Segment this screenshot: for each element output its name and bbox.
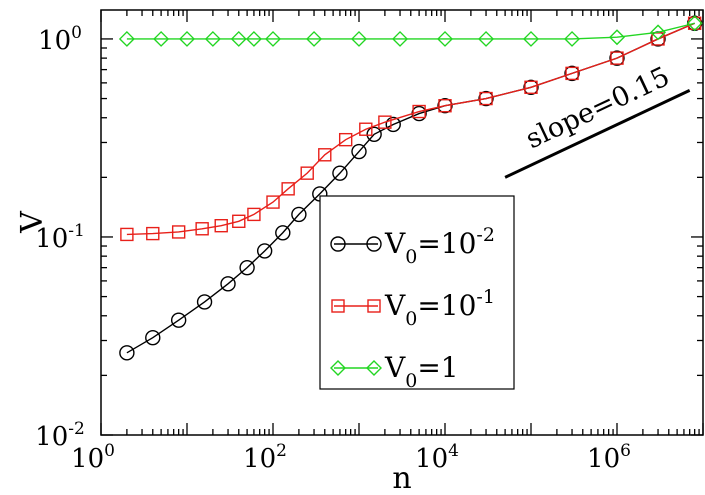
data-point bbox=[392, 30, 409, 47]
data-point bbox=[195, 222, 209, 236]
data-point bbox=[359, 122, 373, 136]
data-point bbox=[523, 30, 539, 47]
data-point bbox=[318, 148, 332, 162]
data-point bbox=[118, 30, 135, 47]
data-point bbox=[247, 207, 261, 222]
x-axis-label: n bbox=[392, 461, 411, 495]
legend-marker bbox=[366, 236, 382, 252]
data-point bbox=[523, 79, 539, 95]
legend-entry: V0=10-1 bbox=[331, 286, 495, 330]
series-square bbox=[120, 16, 702, 242]
legend-marker bbox=[330, 236, 346, 252]
data-point bbox=[204, 30, 221, 47]
data-point bbox=[564, 30, 581, 47]
data-point bbox=[412, 104, 426, 119]
data-point bbox=[232, 214, 246, 228]
data-point bbox=[245, 30, 262, 47]
data-point bbox=[479, 91, 493, 106]
data-point bbox=[265, 30, 281, 47]
data-point bbox=[366, 126, 382, 142]
data-point bbox=[687, 16, 702, 30]
data-point bbox=[385, 116, 401, 133]
data-point bbox=[256, 243, 273, 259]
x-tick-label: 106 bbox=[587, 441, 631, 474]
legend-marker bbox=[366, 360, 382, 376]
legend-label: V0=1 bbox=[384, 351, 459, 392]
series-line bbox=[126, 22, 695, 236]
data-point bbox=[378, 115, 392, 129]
data-point bbox=[650, 24, 667, 41]
data-point bbox=[300, 166, 314, 180]
y-tick-label: 10-2 bbox=[35, 419, 85, 452]
data-point bbox=[230, 30, 247, 47]
slope-line bbox=[504, 88, 691, 179]
legend: V0=10-2 V0=10-1 V0=1 bbox=[319, 195, 515, 392]
series-diamond bbox=[118, 15, 703, 47]
data-point bbox=[351, 143, 367, 160]
data-point bbox=[214, 219, 228, 233]
data-point bbox=[609, 50, 625, 66]
data-point bbox=[610, 51, 624, 65]
data-point bbox=[146, 226, 160, 241]
data-point bbox=[332, 165, 348, 181]
legend-label: V0=10-1 bbox=[384, 286, 495, 330]
data-point bbox=[478, 30, 495, 47]
data-point bbox=[171, 225, 186, 239]
legend-label: V0=10-2 bbox=[384, 224, 495, 268]
plot-frame bbox=[100, 9, 704, 436]
slope-annotation: slope=0.15 bbox=[504, 61, 691, 179]
data-point bbox=[524, 80, 538, 94]
legend-entry: V0=10-2 bbox=[330, 224, 495, 268]
data-series bbox=[118, 15, 703, 361]
x-tick-label: 100 bbox=[71, 441, 115, 474]
data-point bbox=[609, 29, 625, 46]
y-tick-label: 100 bbox=[38, 23, 82, 56]
data-point bbox=[170, 312, 187, 328]
legend-items: V0=10-2 V0=10-1 V0=1 bbox=[330, 224, 495, 392]
data-point bbox=[565, 66, 579, 81]
data-point bbox=[437, 30, 453, 47]
data-point bbox=[145, 329, 161, 346]
data-point bbox=[438, 99, 452, 113]
legend-marker bbox=[331, 299, 345, 313]
data-point bbox=[275, 225, 291, 241]
data-point bbox=[119, 345, 135, 361]
data-point bbox=[306, 30, 323, 47]
data-point bbox=[686, 15, 703, 32]
data-point bbox=[437, 98, 453, 114]
y-tick-label: 10-1 bbox=[35, 221, 85, 254]
legend-marker bbox=[367, 299, 381, 313]
data-point bbox=[220, 276, 236, 292]
x-tick-label: 102 bbox=[243, 441, 287, 474]
data-point bbox=[338, 132, 353, 147]
data-point bbox=[153, 30, 170, 47]
data-point bbox=[239, 259, 255, 276]
data-point bbox=[196, 294, 213, 310]
data-point bbox=[179, 30, 195, 47]
legend-marker bbox=[330, 360, 346, 376]
y-axis-label: V bbox=[15, 210, 50, 234]
data-point bbox=[351, 30, 367, 47]
data-point bbox=[564, 65, 580, 82]
data-point bbox=[120, 227, 134, 242]
data-point bbox=[478, 90, 494, 107]
data-point bbox=[266, 195, 280, 209]
series-line bbox=[126, 22, 695, 40]
axis-ticks: 100 102 104 106 10-2 10-1 100 bbox=[35, 10, 704, 474]
data-point bbox=[291, 206, 307, 223]
legend-entry: V0=1 bbox=[330, 351, 459, 392]
legend-box bbox=[319, 195, 515, 390]
data-point bbox=[281, 182, 295, 196]
x-tick-label: 104 bbox=[415, 441, 459, 474]
